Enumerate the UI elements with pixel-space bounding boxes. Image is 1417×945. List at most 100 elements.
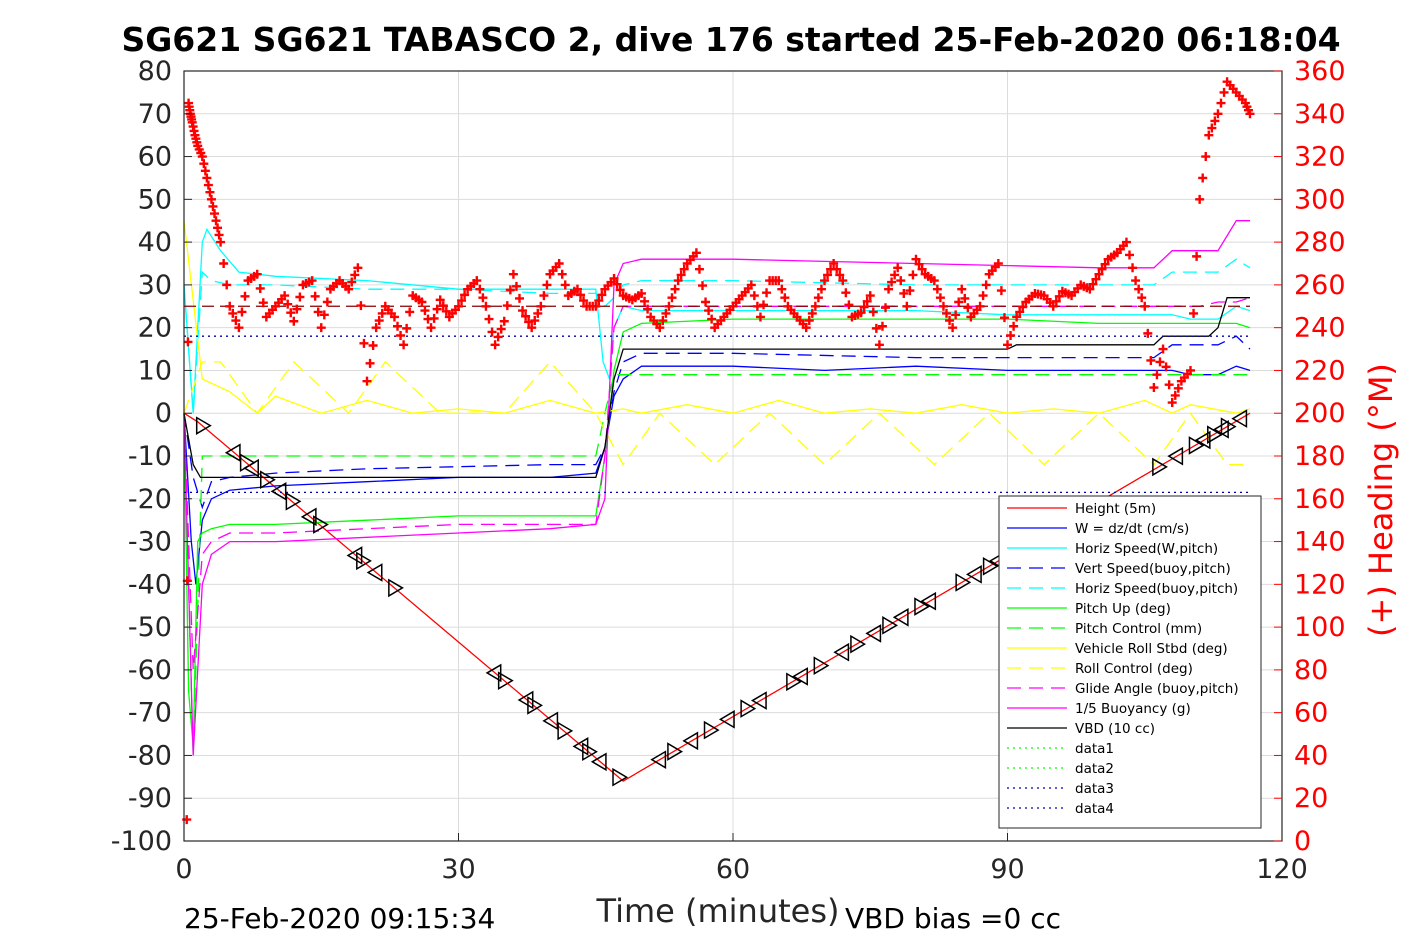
heading-marker — [353, 263, 363, 273]
heading-marker — [1195, 194, 1205, 204]
triangle-marker — [1167, 446, 1184, 466]
heading-marker — [896, 276, 906, 286]
heading-marker — [484, 314, 494, 324]
heading-marker — [1094, 269, 1104, 279]
heading-series — [182, 77, 1255, 825]
triangle-marker — [882, 616, 899, 635]
heading-marker — [1054, 291, 1064, 301]
heading-marker — [1100, 259, 1110, 269]
heading-marker — [197, 152, 207, 162]
heading-marker — [963, 303, 973, 313]
heading-marker — [1149, 383, 1159, 393]
legend: Height (5m) W = dz/dt (cm/s) Horiz Speed(W… — [998, 495, 1262, 829]
heading-marker — [576, 290, 585, 300]
heading-marker — [441, 306, 451, 316]
heading-marker — [225, 301, 235, 311]
heading-marker — [310, 291, 320, 301]
heading-marker — [655, 323, 665, 333]
triangle-marker — [1152, 457, 1168, 477]
y-right-tick-label: 220 — [1294, 355, 1346, 386]
triangle-marker — [718, 710, 735, 729]
heading-marker — [1164, 380, 1174, 390]
y-tick-label: 50 — [138, 184, 172, 215]
heading-marker — [313, 307, 323, 317]
heading-marker — [432, 304, 442, 314]
heading-marker — [214, 230, 224, 240]
legend-label: data4 — [1075, 801, 1114, 817]
heading-marker — [996, 286, 1006, 296]
heading-marker — [801, 323, 811, 333]
heading-marker — [884, 284, 894, 294]
heading-marker — [527, 323, 537, 333]
heading-marker — [258, 298, 268, 308]
triangle-marker — [982, 556, 999, 576]
triangle-marker — [833, 642, 850, 662]
heading-marker — [377, 308, 387, 318]
y-tick-label: 20 — [138, 313, 172, 344]
heading-marker — [911, 254, 921, 264]
heading-marker — [579, 296, 589, 306]
heading-marker — [1097, 264, 1107, 274]
heading-marker — [664, 301, 674, 311]
heading-marker — [1152, 370, 1162, 380]
legend-label: Vert Speed(buoy,pitch) — [1075, 561, 1231, 577]
y-right-tick-label: 180 — [1294, 441, 1346, 472]
heading-marker — [780, 293, 790, 303]
heading-marker — [932, 284, 942, 294]
heading-marker — [511, 281, 521, 291]
triangle-marker — [1194, 430, 1211, 450]
heading-marker — [1137, 293, 1147, 303]
heading-marker — [475, 284, 485, 294]
heading-marker — [487, 327, 497, 337]
heading-marker — [231, 316, 241, 326]
y-right-tick-label: 360 — [1294, 56, 1346, 87]
heading-marker — [1128, 263, 1138, 273]
heading-marker — [945, 316, 955, 326]
heading-marker — [746, 280, 756, 290]
heading-marker — [347, 277, 357, 287]
heading-marker — [676, 270, 686, 280]
heading-marker — [667, 293, 677, 303]
y-right-tick-label: 160 — [1294, 484, 1346, 515]
triangle-marker — [260, 470, 276, 490]
heading-marker — [707, 314, 717, 324]
y-right-tick-label: 200 — [1294, 398, 1346, 429]
y-right-tick-label: 280 — [1294, 227, 1346, 258]
heading-marker — [762, 288, 772, 298]
x-tick-label: 90 — [990, 854, 1024, 885]
x-tick-label: 0 — [175, 854, 192, 885]
legend-box — [998, 495, 1262, 829]
heading-marker — [755, 312, 765, 322]
heading-marker — [402, 323, 412, 333]
heading-marker — [1155, 357, 1165, 367]
heading-marker — [832, 264, 842, 274]
y-tick-label: -20 — [128, 484, 172, 515]
heading-marker — [371, 323, 381, 333]
heading-marker — [942, 308, 951, 318]
triangle-marker — [650, 750, 667, 769]
heading-marker — [405, 307, 415, 317]
heading-marker — [917, 264, 927, 274]
triangle-marker — [1231, 409, 1248, 428]
triangle-marker — [1220, 417, 1237, 436]
triangle-marker — [703, 720, 720, 740]
heading-marker — [295, 292, 305, 302]
triangle-marker — [914, 597, 931, 616]
heading-marker — [203, 180, 213, 190]
y-tick-label: -60 — [128, 655, 172, 686]
heading-marker — [673, 276, 683, 286]
heading-marker — [356, 301, 366, 311]
y-tick-label: -80 — [128, 740, 172, 771]
heading-marker — [1219, 87, 1229, 97]
triangle-marker — [965, 565, 982, 584]
heading-marker — [202, 173, 212, 183]
heading-marker — [1158, 344, 1168, 354]
heading-marker — [280, 291, 290, 301]
y-tick-label: 60 — [138, 142, 172, 173]
heading-marker — [698, 281, 707, 291]
heading-marker — [823, 270, 833, 280]
heading-marker — [289, 316, 299, 326]
heading-marker — [810, 301, 820, 311]
x-axis: 0 30 60 90 120 — [175, 833, 1308, 885]
